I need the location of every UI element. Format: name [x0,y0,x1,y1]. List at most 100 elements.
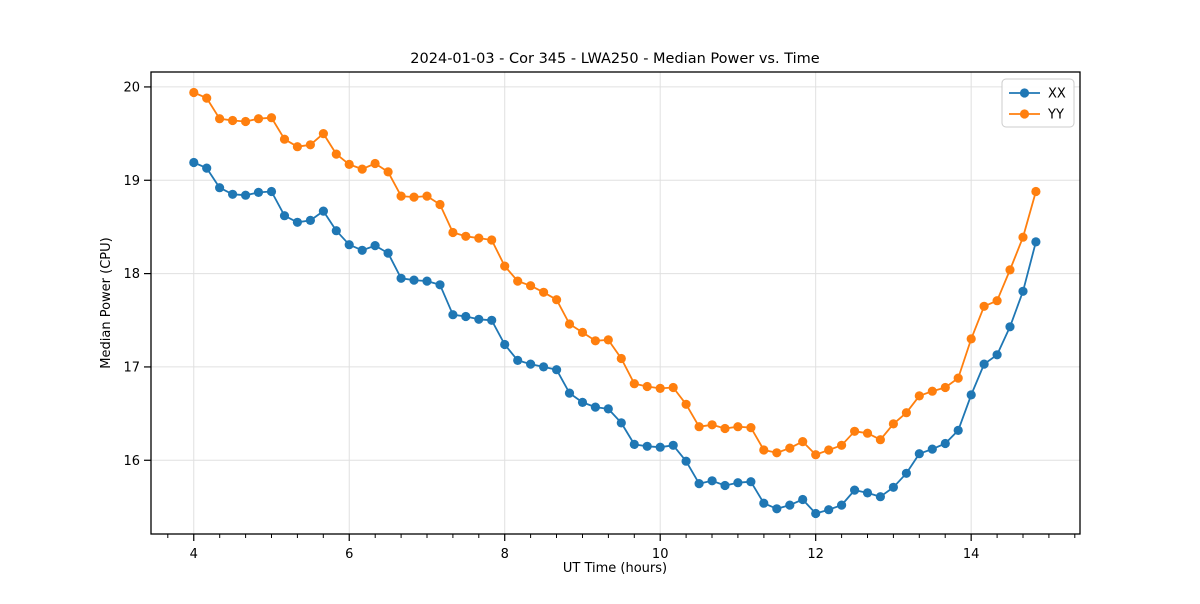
data-point-XX [720,480,730,491]
y-tick-label-20: 20 [123,80,140,95]
data-point-XX [435,280,445,290]
y-tick-label-16: 16 [123,454,140,469]
data-point-YY [824,445,834,455]
data-point-XX [953,425,963,435]
data-point-YY [253,114,264,124]
data-point-YY [590,336,601,346]
x-tick-label-14: 14 [963,547,980,562]
data-point-XX [266,186,277,197]
data-point-XX [539,362,549,372]
data-point-XX [927,444,937,454]
data-point-YY [603,335,613,345]
data-point-YY [487,235,497,245]
data-point-XX [642,441,652,451]
data-point-XX [564,388,575,398]
data-point-XX [422,276,432,286]
data-point-YY [694,422,704,432]
data-point-XX [798,494,808,505]
data-point-YY [539,287,549,297]
x-tick-label-4: 4 [190,547,198,562]
data-point-YY [772,448,782,458]
data-point-YY [759,445,769,455]
data-point-YY [202,93,212,103]
data-point-XX [668,440,678,450]
data-point-XX [487,315,497,325]
y-tick-label-18: 18 [123,267,140,282]
data-point-XX [966,390,976,400]
data-point-YY [1031,186,1041,197]
data-point-XX [500,339,510,350]
data-point-YY [837,440,847,450]
data-point-YY [279,134,290,144]
data-point-YY [966,334,976,344]
data-point-XX [305,215,315,225]
data-point-XX [357,245,367,255]
data-point-YY [629,379,639,389]
data-point-XX [552,365,562,375]
data-point-YY [461,231,471,241]
data-point-YY [357,164,367,174]
data-point-YY [241,116,251,127]
data-point-XX [875,492,886,502]
data-point-YY [655,383,665,393]
data-point-XX [241,190,251,200]
data-point-XX [811,508,821,519]
data-point-XX [590,402,601,412]
data-point-YY [331,149,341,159]
data-point-XX [513,355,523,365]
data-point-XX [474,314,484,324]
legend-label-XX: XX [1048,87,1066,102]
data-point-YY [798,437,808,447]
data-point-YY [305,140,315,150]
data-point-YY [1018,232,1028,242]
legend-marker-XX [1019,88,1030,98]
data-point-YY [500,261,510,271]
data-point-XX [759,498,769,508]
data-point-YY [318,129,328,139]
data-point-YY [927,386,937,396]
data-point-XX [888,482,899,492]
data-point-XX [409,275,419,285]
data-point-XX [202,163,212,173]
data-point-YY [953,373,963,383]
data-point-YY [435,199,445,210]
data-point-XX [694,479,704,489]
data-point-YY [526,281,536,291]
data-point-YY [422,191,432,201]
data-point-XX [331,226,341,236]
data-point-YY [811,450,821,460]
data-point-YY [992,296,1002,306]
data-point-YY [189,87,199,98]
data-point-XX [746,477,756,487]
axes-layer: 4 6 8 10 12 14 16 17 18 19 20 [123,71,1081,562]
data-point-YY [979,301,989,311]
data-point-YY [616,353,626,364]
data-point-XX [577,397,588,407]
data-point-YY [344,159,354,169]
data-point-XX [189,157,199,168]
data-point-YY [875,435,886,445]
data-point-YY [552,295,562,305]
data-point-YY [266,113,277,123]
chart-title: 2024-01-03 - Cor 345 - LWA250 - Median P… [410,51,819,67]
data-point-YY [850,426,860,436]
plot-border [150,71,1081,535]
data-point-YY [383,167,393,177]
data-point-YY [1005,265,1015,275]
data-point-XX [785,500,795,510]
data-point-XX [396,273,406,283]
data-point-XX [279,211,290,221]
data-point-XX [292,217,302,227]
data-point-YY [888,419,899,429]
data-point-XX [1018,286,1028,296]
x-tick-label-10: 10 [652,547,669,562]
data-point-YY [409,192,419,202]
data-point-XX [707,476,717,486]
data-point-XX [914,449,924,459]
legend-label-YY: YY [1047,108,1064,123]
data-point-YY [733,422,743,432]
data-point-XX [215,183,225,193]
data-point-XX [344,240,354,250]
data-point-XX [681,456,691,466]
